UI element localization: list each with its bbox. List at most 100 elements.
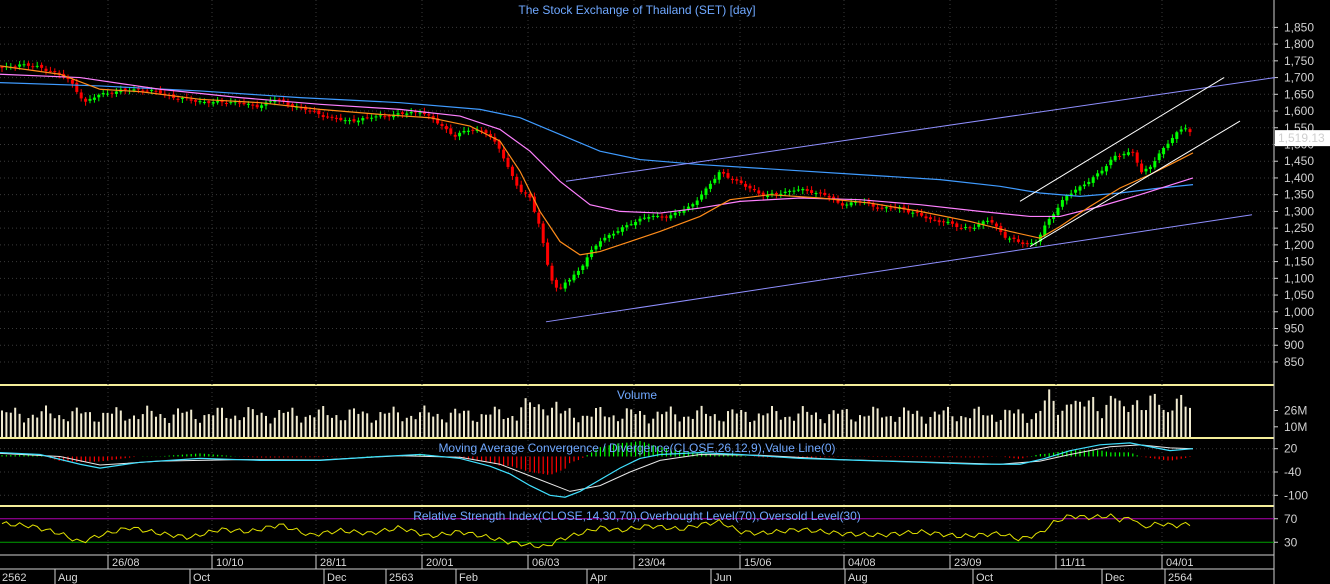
volume-bar <box>797 413 800 437</box>
candle-body <box>458 132 462 137</box>
volume-bar <box>889 416 892 437</box>
volume-bar <box>185 411 188 437</box>
volume-bar <box>828 414 831 437</box>
volume-bar <box>419 412 421 437</box>
volume-bar <box>872 406 875 437</box>
volume-bar <box>40 411 43 437</box>
volume-bar <box>815 412 817 437</box>
candle-body <box>70 79 74 84</box>
candle-body <box>1082 184 1086 187</box>
candle-body <box>682 209 686 213</box>
candle-body <box>1162 147 1166 155</box>
volume-bar <box>845 409 848 437</box>
volume-bar <box>203 415 206 437</box>
candle-body <box>1126 152 1130 155</box>
date-label: 06/03 <box>532 557 560 569</box>
candle-body <box>414 111 418 113</box>
volume-bar <box>199 422 201 437</box>
volume-bar <box>625 408 628 437</box>
candle-body <box>554 279 558 288</box>
candle-body <box>598 241 602 247</box>
volume-bar <box>326 415 329 437</box>
volume-bar <box>445 422 448 437</box>
volume-bar <box>1092 396 1095 437</box>
month-label: Oct <box>193 572 210 584</box>
candle-body <box>343 120 347 122</box>
price-tick-label: 1,250 <box>1284 221 1314 235</box>
rsi-tick-label: 30 <box>1284 535 1298 549</box>
volume-bar <box>859 415 861 437</box>
candle-body <box>823 192 827 196</box>
candle-body <box>788 190 792 192</box>
last-value-label: 1,519.13 <box>1278 131 1325 145</box>
candle-body <box>321 115 325 118</box>
candle-body <box>805 189 809 191</box>
volume-bar <box>735 413 738 437</box>
volume-bar <box>1096 411 1099 437</box>
volume-bar <box>441 419 443 437</box>
volume-bar <box>432 416 435 437</box>
candle-body <box>546 242 550 265</box>
date-label: 26/08 <box>112 557 140 569</box>
volume-bar <box>691 418 694 437</box>
volume-bar <box>665 411 668 437</box>
candle-body <box>528 193 532 198</box>
volume-bar <box>1162 409 1165 437</box>
candle-body <box>286 102 290 105</box>
candle-body <box>810 190 814 194</box>
candle-body <box>1043 225 1047 236</box>
volume-bar <box>251 409 254 437</box>
candle-body <box>704 188 708 195</box>
volume-bar <box>234 415 237 437</box>
volume-bar <box>1158 404 1161 437</box>
candle-body <box>876 207 880 209</box>
price-tick-label: 1,400 <box>1284 171 1314 185</box>
volume-bar <box>744 411 747 437</box>
volume-bar <box>515 420 518 437</box>
candle-body <box>730 178 734 180</box>
volume-bar <box>397 412 399 437</box>
candle-body <box>154 90 158 92</box>
candle-body <box>1175 132 1179 139</box>
volume-bar <box>295 415 298 437</box>
volume-bar <box>801 406 804 437</box>
candle-body <box>158 90 162 94</box>
volume-bar <box>260 412 263 437</box>
candle-body <box>92 97 96 100</box>
volume-bar <box>753 420 756 437</box>
price-tick-label: 1,800 <box>1284 37 1314 51</box>
candle-body <box>986 220 990 222</box>
candle-body <box>1069 193 1073 196</box>
candle-body <box>1091 177 1095 183</box>
volume-bar <box>115 407 118 437</box>
volume-bar <box>907 410 910 437</box>
macd-tick-label: -100 <box>1284 488 1308 502</box>
candle-body <box>515 176 519 186</box>
volume-bar <box>960 416 963 437</box>
date-label: 15/06 <box>744 557 772 569</box>
candle-body <box>1131 151 1135 153</box>
volume-bar <box>502 419 505 437</box>
volume-bar <box>599 407 602 437</box>
candle-body <box>792 190 796 192</box>
volume-bar <box>339 420 342 437</box>
volume-bar <box>1184 406 1187 437</box>
candle-body <box>678 211 682 213</box>
candle-body <box>656 215 660 217</box>
candle-body <box>616 231 620 233</box>
volume-bar <box>581 415 584 437</box>
date-label: 28/11 <box>320 557 347 569</box>
candle-body <box>1047 218 1051 225</box>
price-panel <box>0 0 1274 384</box>
volume-bar <box>155 416 157 437</box>
candle-body <box>194 100 198 102</box>
candle-body <box>242 102 246 105</box>
rsi-panel-title: Relative Strength Index(CLOSE,14,30,70),… <box>413 509 861 523</box>
candle-body <box>946 221 950 224</box>
candle-body <box>708 183 712 189</box>
candle-body <box>88 98 92 101</box>
candle-body <box>1012 237 1016 239</box>
volume-bar <box>643 414 646 437</box>
volume-bar <box>379 412 382 437</box>
volume-bar <box>23 422 25 437</box>
